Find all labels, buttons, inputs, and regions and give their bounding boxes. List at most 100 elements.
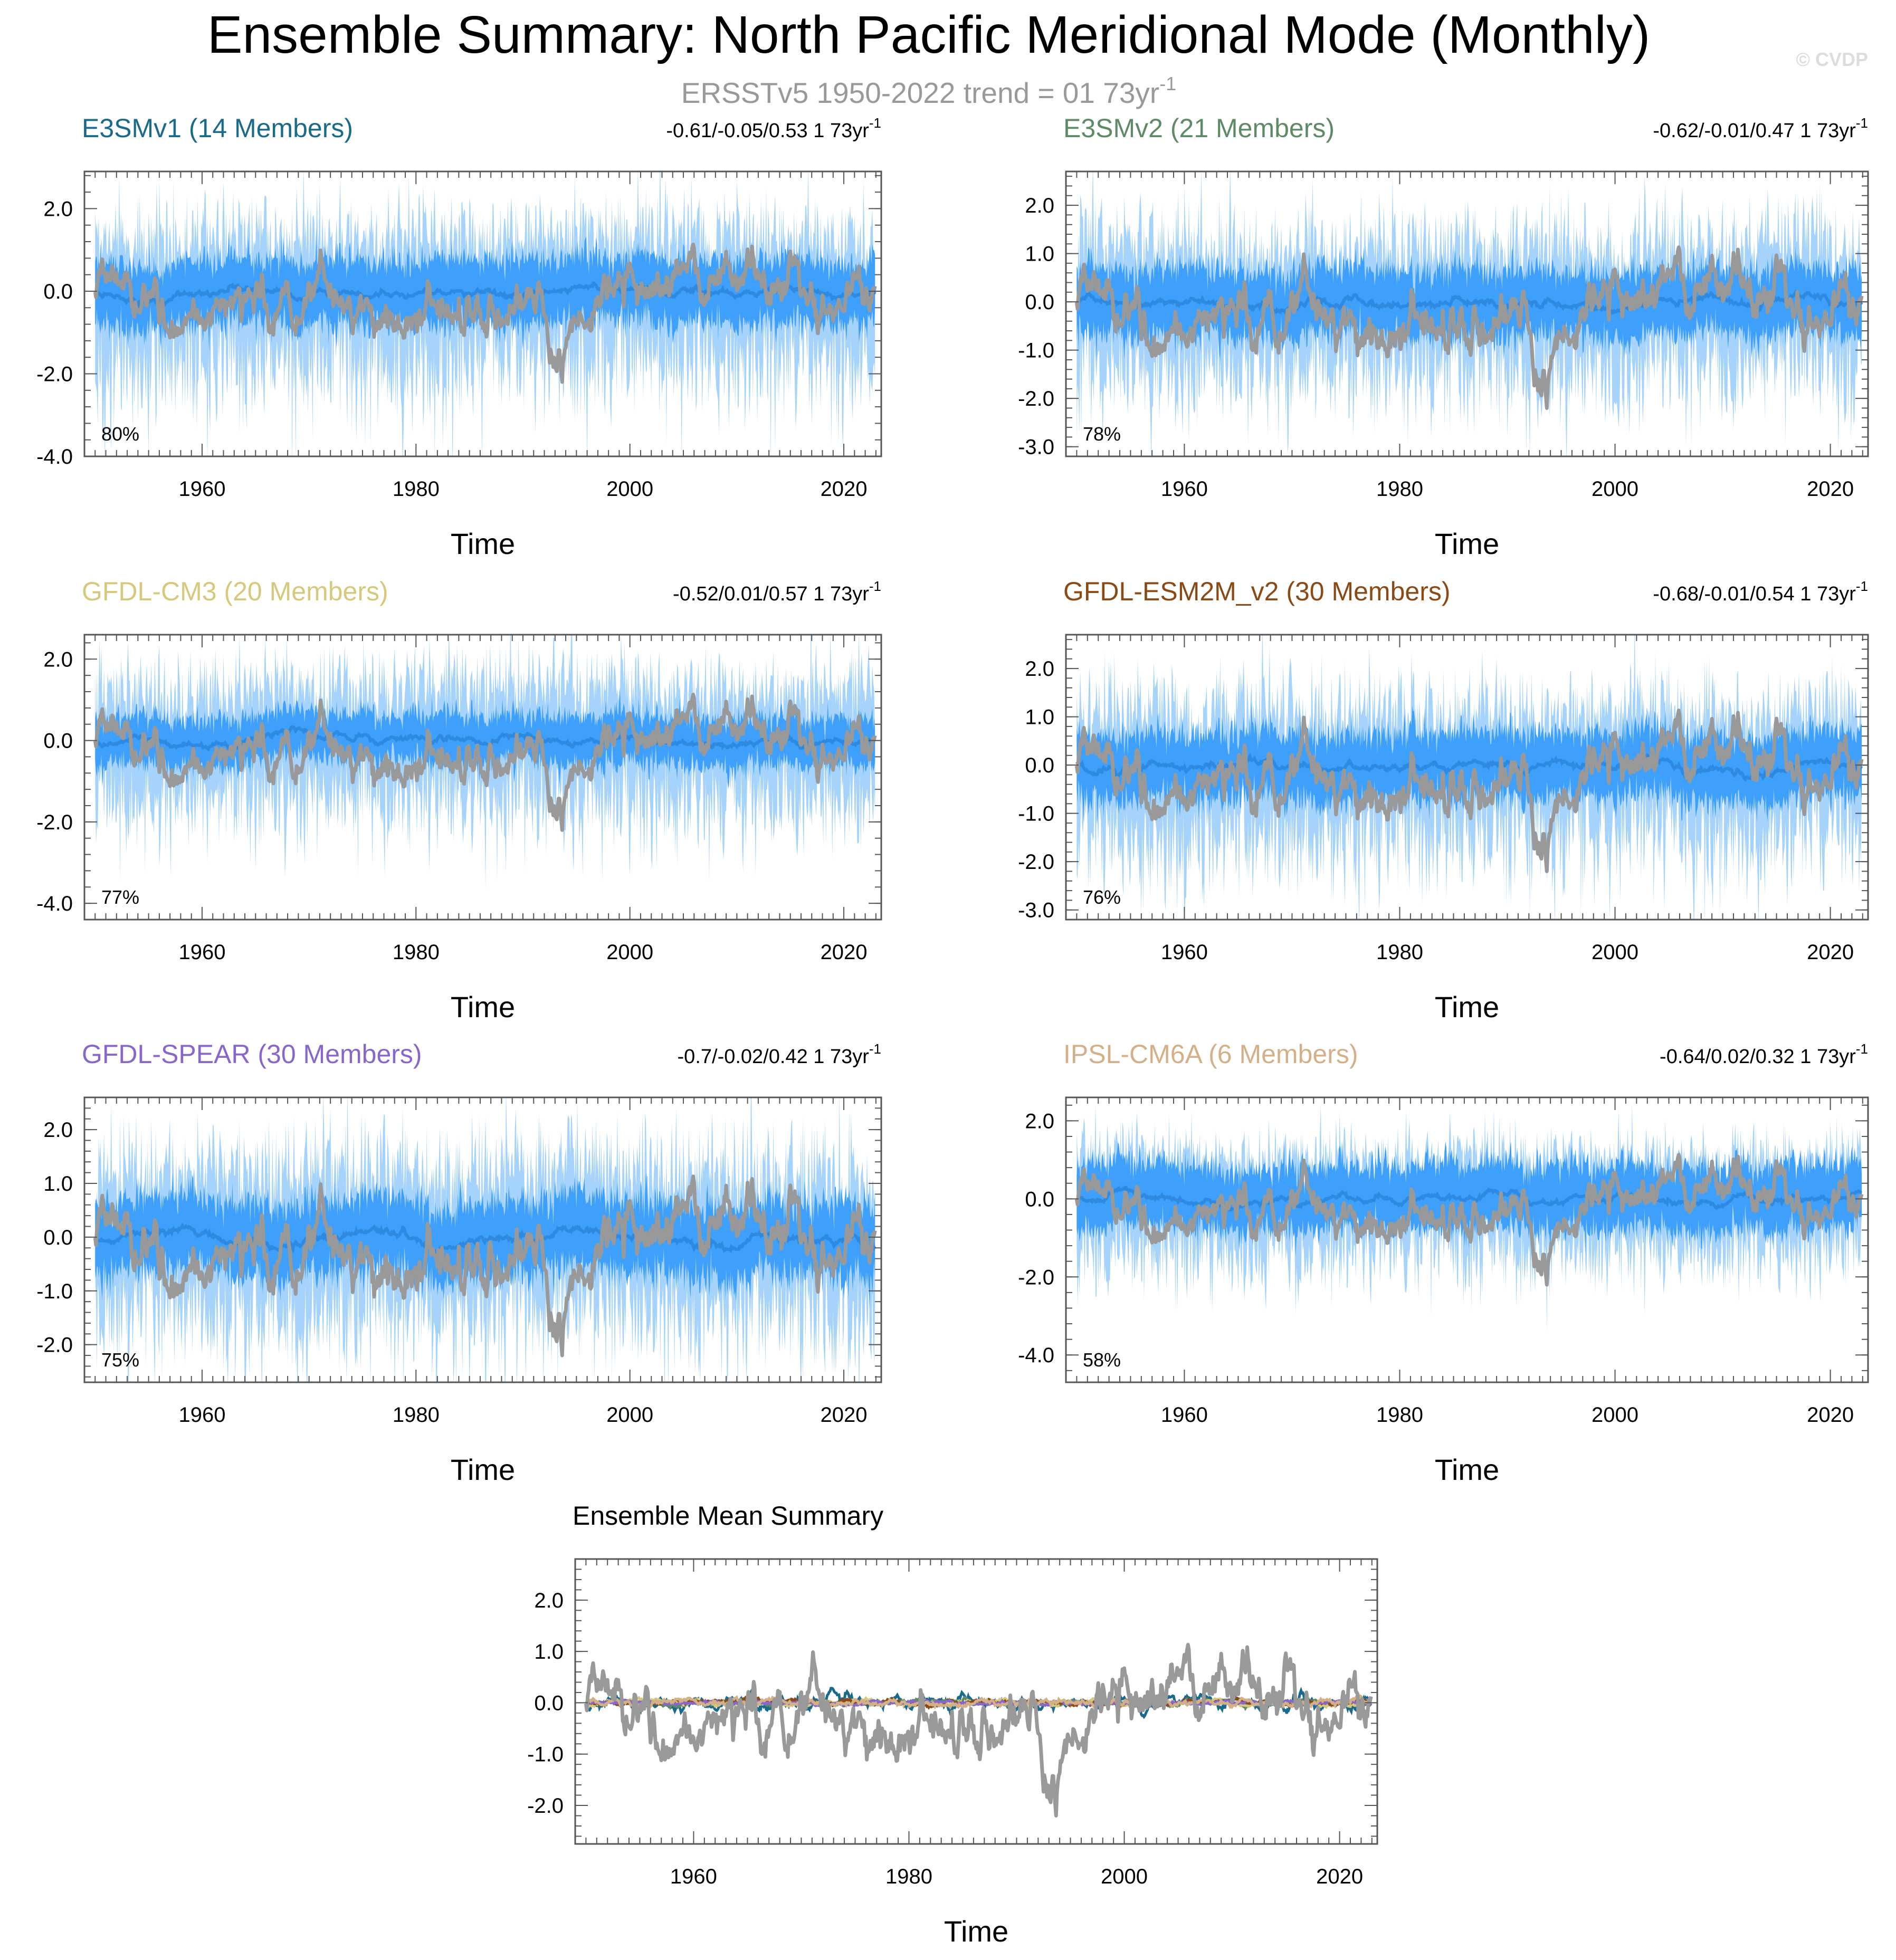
panel-e3smv2-percent: 78% xyxy=(1083,423,1121,445)
panel-gfdl-spear-x-tick-label: 2020 xyxy=(821,1403,868,1427)
panel-gfdl-cm3-x-tick-label: 2020 xyxy=(821,941,868,964)
panel-gfdl-esm2m-v2-title: GFDL-ESM2M_v2 (30 Members) xyxy=(1063,577,1451,606)
panel-gfdl-spear-stats: -0.7/-0.02/0.42 1 73yr-1 xyxy=(678,1041,881,1068)
panel-ensemble-mean-series-gfdl-spear xyxy=(585,1698,1372,1708)
panel-ensemble-mean-y-tick-label: -1.0 xyxy=(527,1743,564,1766)
panel-gfdl-cm3-x-tick-label: 2000 xyxy=(606,941,653,964)
panel-ensemble-mean-y-tick-label: 0.0 xyxy=(534,1691,564,1715)
panel-ensemble-mean: 1960 1980 2000 2020 2.0 1.0 0.0 -1.0 -2.0 Time Ens… xyxy=(527,1501,1378,1948)
panel-ipsl-cm6a-y-tick-label: 2.0 xyxy=(1025,1110,1054,1133)
panel-gfdl-esm2m-v2-x-tick-label: 2020 xyxy=(1807,941,1854,964)
panel-gfdl-cm3-x-tick-label: 1960 xyxy=(178,941,225,964)
panel-gfdl-cm3-percent: 77% xyxy=(101,886,139,908)
panel-ipsl-cm6a-x-axis-label: Time xyxy=(1435,1453,1499,1486)
panel-ipsl-cm6a-percent: 58% xyxy=(1083,1349,1121,1371)
panel-gfdl-cm3-y-tick-label: 0.0 xyxy=(43,730,73,753)
figure-title: Ensemble Summary: North Pacific Meridion… xyxy=(207,5,1650,64)
panel-e3smv1-observed-line xyxy=(93,243,877,384)
cvdp-watermark: © CVDP xyxy=(1796,49,1868,70)
panel-e3smv1-y-tick-label: 2.0 xyxy=(43,197,73,221)
panel-e3smv2-ensemble-mean-line xyxy=(1075,289,1863,315)
panel-ipsl-cm6a-y-tick-label: 0.0 xyxy=(1025,1188,1054,1211)
panel-gfdl-esm2m-v2-ensemble-mean-line xyxy=(1075,752,1863,782)
panel-ipsl-cm6a-title: IPSL-CM6A (6 Members) xyxy=(1063,1039,1358,1069)
panel-gfdl-esm2m-v2-x-tick-label: 1980 xyxy=(1376,941,1423,964)
panel-e3smv1-title: E3SMv1 (14 Members) xyxy=(82,113,353,143)
panel-gfdl-esm2m-v2-percent: 76% xyxy=(1083,886,1121,908)
panel-gfdl-cm3-spread-outer xyxy=(95,635,875,888)
panel-e3smv2-y-tick-label: -1.0 xyxy=(1018,339,1054,362)
panel-gfdl-esm2m-v2-x-tick-label: 1960 xyxy=(1161,941,1208,964)
panel-gfdl-esm2m-v2-plot-area xyxy=(1074,635,1864,920)
panel-e3smv2-y-tick-label: 2.0 xyxy=(1025,194,1054,217)
panel-gfdl-spear-x-tick-label: 1980 xyxy=(393,1403,440,1427)
panel-gfdl-cm3-spread-inner xyxy=(95,691,875,788)
panel-e3smv1-x-tick-label: 2000 xyxy=(606,477,653,501)
panel-ensemble-mean-observed-line xyxy=(584,1642,1373,1818)
panel-gfdl-spear-y-tick-label: -1.0 xyxy=(36,1280,73,1303)
panel-e3smv1-y-tick-label: 0.0 xyxy=(43,280,73,303)
panel-ipsl-cm6a-frame xyxy=(1065,1096,1869,1383)
panel-gfdl-spear: 1960 1980 2000 2020 2.0 1.0 0.0 -1.0 -2.0 Time GFD… xyxy=(36,1039,882,1486)
panel-gfdl-esm2m-v2-stats: -0.68/-0.01/0.54 1 73yr-1 xyxy=(1653,578,1868,605)
panel-e3smv1-x-axis-label: Time xyxy=(451,527,515,560)
panel-gfdl-cm3-plot-area xyxy=(93,635,877,888)
panel-gfdl-spear-title: GFDL-SPEAR (30 Members) xyxy=(82,1039,422,1069)
panel-ensemble-mean-y-tick-label: 2.0 xyxy=(534,1589,564,1612)
panel-gfdl-cm3: 1960 1980 2000 2020 2.0 0.0 -2.0 -4.0 Time GFDL-C… xyxy=(36,577,882,1024)
panel-gfdl-spear-x-tick-label: 2000 xyxy=(606,1403,653,1427)
panel-e3smv1-y-tick-label: -4.0 xyxy=(36,445,73,469)
panel-ipsl-cm6a-y-tick-label: -4.0 xyxy=(1018,1344,1054,1367)
panel-e3smv1-x-tick-label: 1960 xyxy=(178,477,225,501)
panel-gfdl-esm2m-v2-y-tick-label: 2.0 xyxy=(1025,657,1054,681)
panel-e3smv2-x-tick-label: 2000 xyxy=(1592,477,1638,501)
panel-e3smv1-stats: -0.61/-0.05/0.53 1 73yr-1 xyxy=(666,115,881,142)
panel-e3smv2-x-tick-label: 1960 xyxy=(1161,477,1208,501)
panel-gfdl-esm2m-v2-frame xyxy=(1065,634,1869,921)
panel-gfdl-cm3-y-tick-label: -2.0 xyxy=(36,811,73,834)
panel-e3smv1-plot-area xyxy=(93,171,877,456)
panel-e3smv1-ensemble-mean-line xyxy=(94,281,876,309)
panel-e3smv2-y-tick-label: -3.0 xyxy=(1018,436,1054,459)
panel-ipsl-cm6a-x-tick-label: 2020 xyxy=(1807,1403,1854,1427)
panel-ensemble-mean-y-tick-label: 1.0 xyxy=(534,1640,564,1663)
panel-gfdl-esm2m-v2-y-tick-label: -3.0 xyxy=(1018,899,1054,922)
panel-ipsl-cm6a-observed-line xyxy=(1074,1153,1864,1287)
panel-gfdl-cm3-ensemble-mean-line xyxy=(93,725,876,752)
panel-gfdl-esm2m-v2-y-tick-label: 1.0 xyxy=(1025,706,1054,729)
panel-e3smv1-frame xyxy=(83,170,882,457)
panel-e3smv1-x-tick-label: 1980 xyxy=(393,477,440,501)
panel-ipsl-cm6a-x-tick-label: 2000 xyxy=(1592,1403,1638,1427)
panel-gfdl-spear-y-tick-label: 1.0 xyxy=(43,1172,73,1196)
panel-e3smv2-plot-area xyxy=(1074,171,1864,456)
panel-e3smv2-observed-line xyxy=(1074,245,1864,410)
panel-gfdl-spear-x-tick-label: 1960 xyxy=(178,1403,225,1427)
panel-e3smv2-y-tick-label: 0.0 xyxy=(1025,291,1054,314)
panel-gfdl-spear-percent: 75% xyxy=(101,1349,139,1371)
panel-gfdl-spear-y-tick-label: 2.0 xyxy=(43,1118,73,1142)
panel-e3smv2: 1960 1980 2000 2020 2.0 1.0 0.0 -1.0 -2.0 -3.0 Tim… xyxy=(1018,113,1869,560)
panel-gfdl-esm2m-v2-x-axis-label: Time xyxy=(1435,990,1499,1024)
panel-ensemble-mean-plot-area xyxy=(584,1642,1373,1818)
panel-gfdl-cm3-y-tick-label: -4.0 xyxy=(36,892,73,915)
panel-ensemble-mean-x-tick-label: 1980 xyxy=(885,1865,932,1888)
panel-e3smv1: 1960 1980 2000 2020 2.0 0.0 -2.0 -4.0 Time E3SMv1… xyxy=(36,113,882,560)
panel-gfdl-spear-y-tick-label: 0.0 xyxy=(43,1226,73,1249)
panel-e3smv2-x-axis-label: Time xyxy=(1435,527,1499,560)
panel-gfdl-cm3-x-axis-label: Time xyxy=(451,990,515,1024)
panel-gfdl-spear-ensemble-mean-line xyxy=(93,1222,876,1257)
panel-gfdl-cm3-frame xyxy=(83,634,882,921)
panel-ensemble-mean-title: Ensemble Mean Summary xyxy=(573,1501,883,1531)
panel-e3smv2-x-tick-label: 2020 xyxy=(1807,477,1854,501)
panel-ipsl-cm6a-plot-area xyxy=(1074,1102,1864,1332)
panel-e3smv1-x-tick-label: 2020 xyxy=(821,477,868,501)
panel-gfdl-esm2m-v2: 1960 1980 2000 2020 2.0 1.0 0.0 -1.0 -2.0 -3.0 Tim… xyxy=(1018,577,1869,1024)
panel-e3smv1-percent: 80% xyxy=(101,423,139,445)
panel-gfdl-spear-y-tick-label: -2.0 xyxy=(36,1334,73,1357)
panel-ensemble-mean-y-tick-label: -2.0 xyxy=(527,1794,564,1818)
panel-gfdl-cm3-y-tick-label: 2.0 xyxy=(43,648,73,671)
panel-gfdl-esm2m-v2-observed-line xyxy=(1074,709,1864,873)
panel-ensemble-mean-x-axis-label: Time xyxy=(944,1915,1008,1948)
panel-gfdl-spear-frame xyxy=(83,1096,882,1383)
